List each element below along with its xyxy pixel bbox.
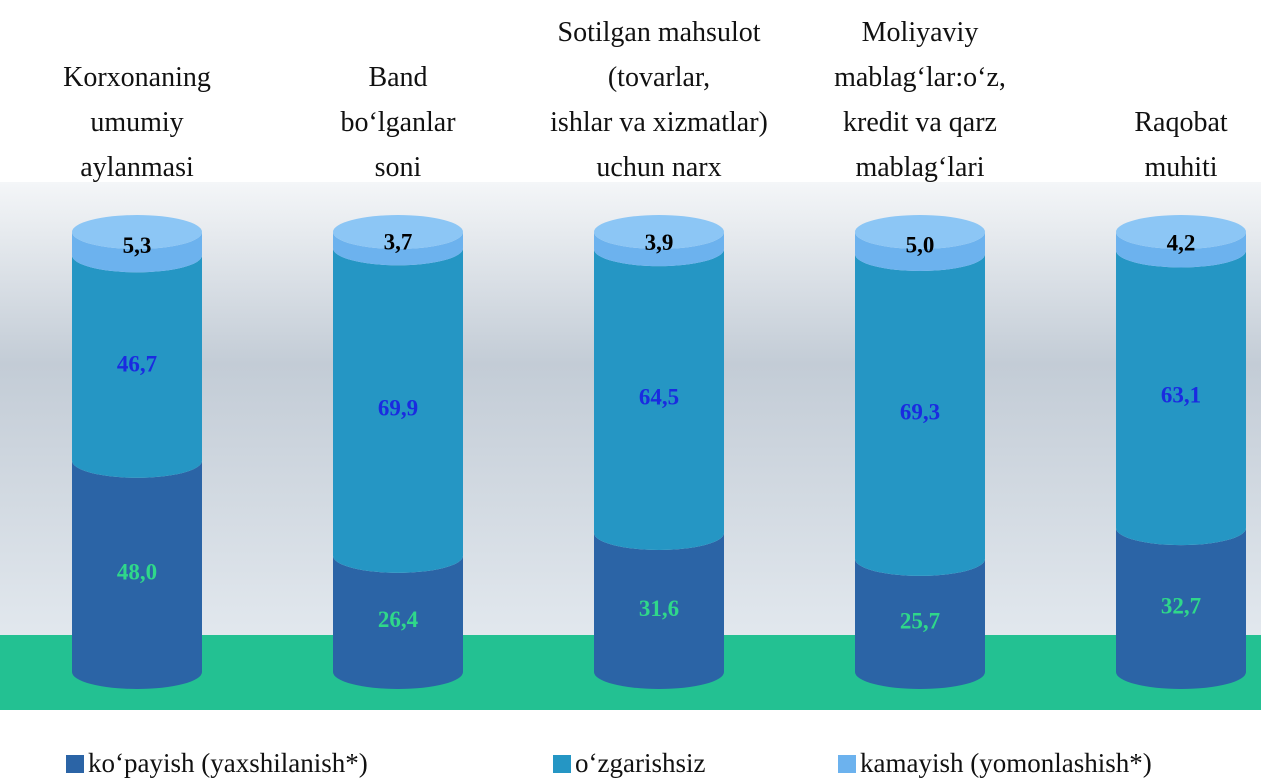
cylinder-cap [855, 215, 985, 249]
value-label: 25,7 [900, 609, 940, 634]
value-label: 69,9 [378, 395, 418, 420]
cylinder-cap [1116, 215, 1246, 249]
legend-label: o‘zgarishsiz [575, 748, 705, 778]
value-label: 46,7 [117, 351, 157, 376]
cylinder-segment [72, 232, 202, 273]
value-label: 32,7 [1161, 593, 1201, 618]
cylinder-cap [594, 215, 724, 249]
value-label: 63,1 [1161, 383, 1201, 408]
cylinder-cap [72, 215, 202, 249]
legend-swatch [66, 755, 84, 773]
category-label: Band bo‘lganlar soni [340, 62, 456, 183]
cylinder-segment [855, 254, 985, 576]
category-label: Sotilgan mahsulot (tovarlar, ishlar va x… [550, 17, 768, 183]
category-label: Raqobat muhiti [1134, 107, 1228, 183]
cylinder-segment [1116, 250, 1246, 546]
legend-swatch [553, 755, 571, 773]
legend-label: kamayish (yomonlashish*) [860, 748, 1152, 778]
value-label: 69,3 [900, 400, 940, 425]
cylinder-segment [855, 232, 985, 271]
cylinder-segment [333, 232, 463, 266]
category-label: Moliyaviy mablag‘lar:o‘z, kredit va qarz… [834, 17, 1006, 183]
cylinder-segment [1116, 232, 1246, 268]
cylinder-segment [1116, 528, 1246, 689]
value-label: 5,3 [123, 233, 152, 258]
value-label: 64,5 [639, 384, 679, 409]
value-label: 3,9 [645, 230, 674, 255]
legend-label: ko‘payish (yaxshilanish*) [88, 748, 368, 778]
cylinder-segment [855, 558, 985, 689]
cylinder-segment [333, 555, 463, 689]
cylinder-segment [594, 232, 724, 267]
cylinder-segment [594, 249, 724, 550]
value-label: 31,6 [639, 596, 679, 621]
cylinder-segment [333, 248, 463, 573]
value-label: 4,2 [1167, 231, 1196, 256]
cylinder-segment [72, 255, 202, 478]
cylinder-cap [333, 215, 463, 249]
legend-swatch [838, 755, 856, 773]
cylinder-segment [594, 532, 724, 689]
cylinder-segment [72, 460, 202, 689]
value-label: 26,4 [378, 607, 419, 632]
value-label: 3,7 [384, 229, 413, 254]
value-label: 5,0 [906, 232, 935, 257]
value-label: 48,0 [117, 560, 157, 585]
category-label: Korxonaning umumiy aylanmasi [63, 62, 211, 183]
